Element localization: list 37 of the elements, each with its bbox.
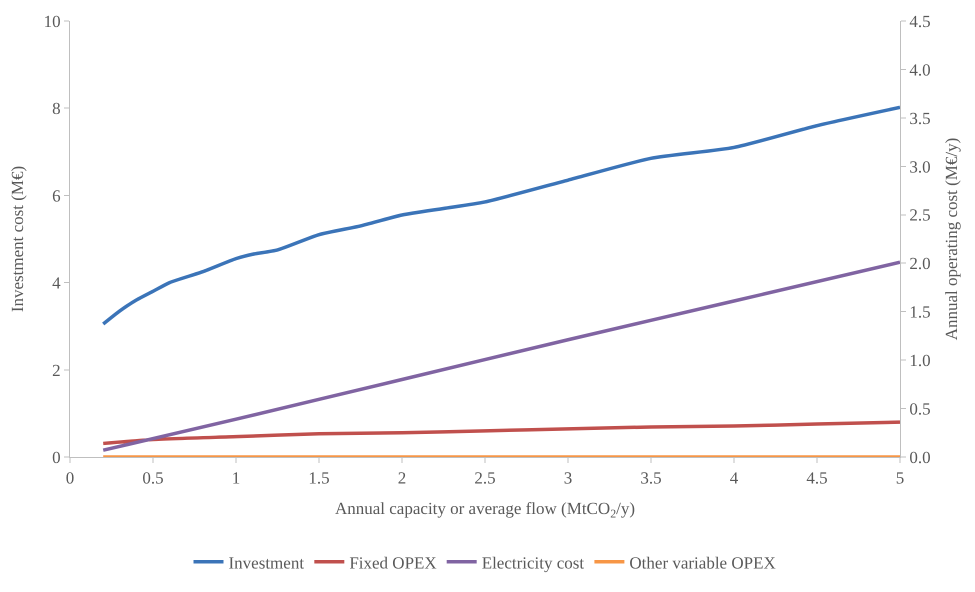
x-tick-label: 3 xyxy=(564,468,572,488)
x-tick-label: 0 xyxy=(66,468,74,488)
y2-tick-label: 0.0 xyxy=(909,448,931,467)
legend-label: Electricity cost xyxy=(482,553,584,572)
y-tick-label: 6 xyxy=(52,186,61,206)
y2-tick-label: 2.0 xyxy=(909,254,931,274)
x-tick-label: 3.5 xyxy=(640,468,662,488)
y-tick-label: 0 xyxy=(52,448,61,467)
y-tick-label: 10 xyxy=(44,12,61,31)
y2-tick-label: 0.5 xyxy=(909,400,931,419)
x-tick-label: 1 xyxy=(232,468,240,488)
line-series xyxy=(101,260,900,452)
x-tick-label: 5 xyxy=(896,468,904,488)
x-tick-label: 4 xyxy=(730,468,739,488)
legend-label: Fixed OPEX xyxy=(349,553,437,572)
x-tick-label: 2 xyxy=(398,468,406,488)
x-tick-label: 4.5 xyxy=(806,468,828,488)
x-tick-label: 0.5 xyxy=(142,468,164,488)
y2-tick-label: 2.5 xyxy=(909,206,931,225)
x-tick-label: 2.5 xyxy=(474,468,496,488)
y2-tick-label: 1.5 xyxy=(909,302,931,322)
y2-tick-label: 1.0 xyxy=(909,351,931,370)
x-axis-title: Annual capacity or average flow (MtCO$_{2}$/y) xyxy=(334,498,636,520)
y-axis-title: Investment cost (M€) xyxy=(8,166,28,312)
y2-tick-label: 3.0 xyxy=(909,157,931,176)
y-tick-label: 8 xyxy=(52,99,61,118)
y2-tick-label: 4.5 xyxy=(909,12,931,31)
legend-label: Investment xyxy=(228,553,304,572)
y-tick-label: 4 xyxy=(52,274,62,293)
y2-tick-label: 3.5 xyxy=(909,108,931,128)
y2-axis-title: Annual operating cost (M€/y) xyxy=(942,138,962,340)
x-tick-label: 1.5 xyxy=(308,468,330,488)
y-tick-label: 2 xyxy=(52,360,61,380)
legend-label: Other variable OPEX xyxy=(629,553,776,572)
line-series xyxy=(101,420,900,446)
y2-tick-label: 4.0 xyxy=(909,60,931,80)
line-series xyxy=(101,106,900,326)
